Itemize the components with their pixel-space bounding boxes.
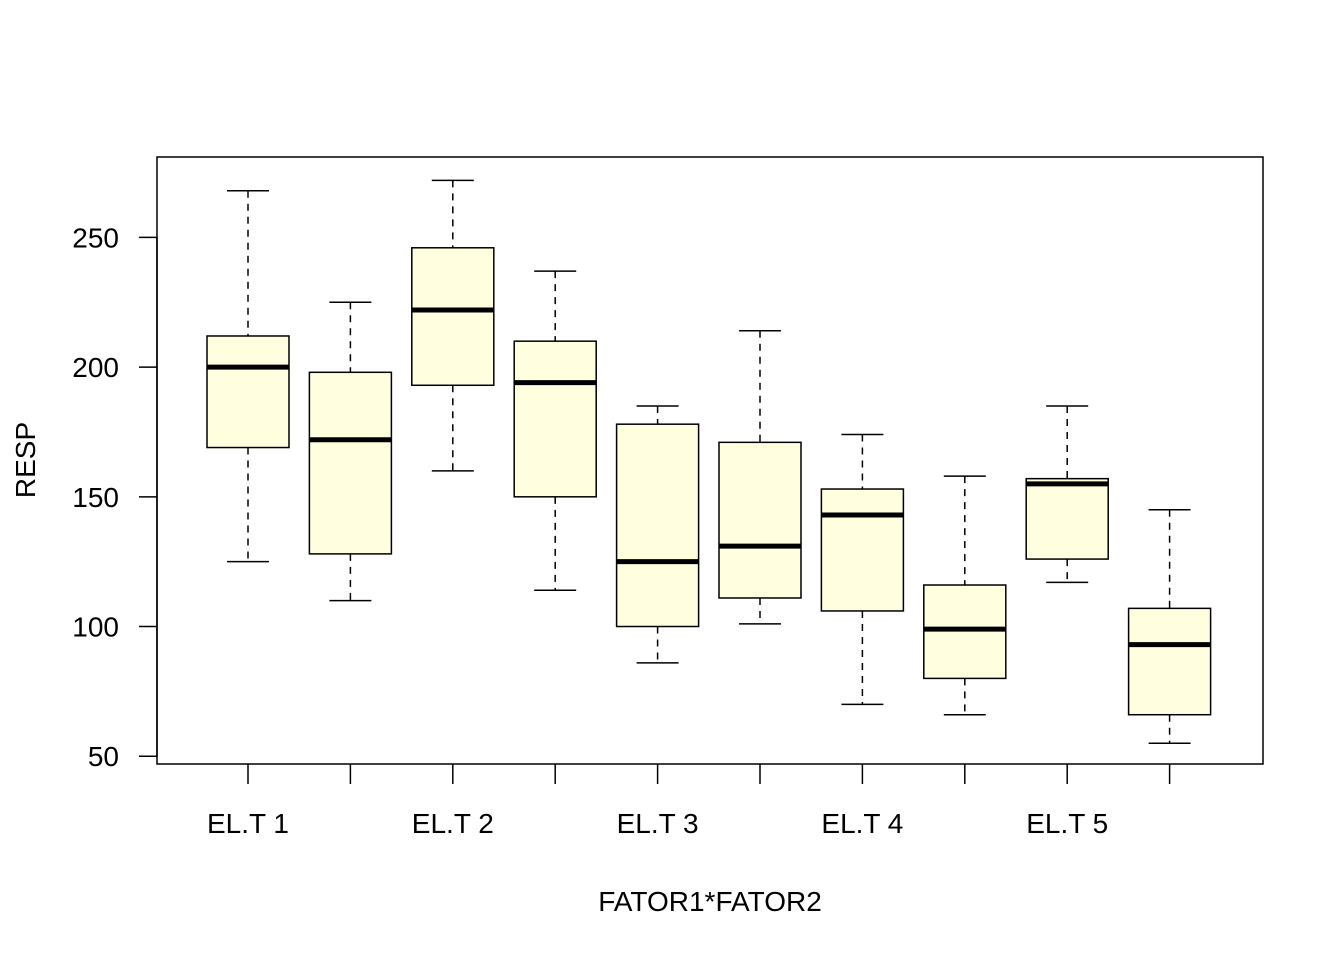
box-group	[1127, 509, 1212, 744]
box-group	[718, 330, 802, 625]
x-tick-label: EL.T 1	[207, 808, 289, 839]
iqr-box	[718, 441, 802, 599]
x-tick-label: EL.T 4	[821, 808, 903, 839]
iqr-box	[308, 371, 393, 555]
iqr-box	[411, 247, 495, 387]
iqr-box	[615, 423, 700, 628]
x-axis: EL.T 1 EL.T 2 EL.T 3 EL.T 4 EL.T 5	[207, 764, 1171, 839]
iqr-box	[1025, 477, 1109, 560]
box-group	[923, 475, 1007, 716]
y-tick-label: 50	[88, 741, 119, 772]
boxes-group	[206, 179, 1212, 744]
box-group	[615, 405, 700, 664]
y-tick-label: 250	[72, 222, 119, 253]
box-group	[411, 179, 495, 472]
y-axis-label: RESP	[10, 422, 41, 498]
y-tick-label: 200	[72, 352, 119, 383]
iqr-box	[1127, 607, 1212, 716]
box-group	[820, 433, 905, 706]
iqr-box	[820, 488, 905, 612]
box-group	[1025, 405, 1109, 584]
x-axis-label: FATOR1*FATOR2	[598, 886, 822, 917]
x-tick-label: EL.T 5	[1026, 808, 1108, 839]
iqr-box	[513, 340, 597, 498]
iqr-box	[206, 335, 290, 449]
x-tick-label: EL.T 3	[617, 808, 699, 839]
box-group	[206, 189, 290, 563]
y-axis: 50 100 150 200 250	[72, 222, 158, 772]
box-group	[308, 301, 393, 602]
iqr-box	[923, 584, 1007, 680]
y-tick-label: 100	[72, 612, 119, 643]
x-tick-label: EL.T 2	[412, 808, 494, 839]
box-group	[513, 270, 597, 591]
y-tick-label: 150	[72, 482, 119, 513]
